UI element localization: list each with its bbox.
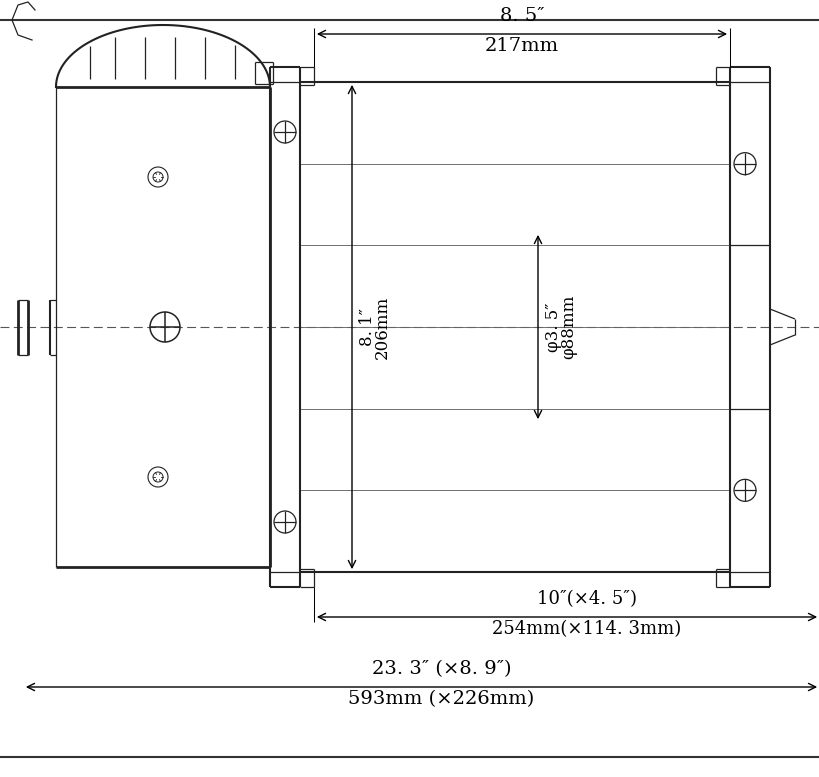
Text: φ88mm: φ88mm	[559, 294, 577, 359]
Text: 8. 5″: 8. 5″	[499, 7, 544, 25]
Text: 593mm (×226mm): 593mm (×226mm)	[348, 690, 534, 708]
Text: φ3. 5″: φ3. 5″	[545, 302, 561, 352]
Text: 217mm: 217mm	[484, 37, 559, 55]
Text: 254mm(×114. 3mm): 254mm(×114. 3mm)	[491, 620, 681, 638]
Text: 206mm: 206mm	[373, 295, 391, 359]
Text: 23. 3″ (×8. 9″): 23. 3″ (×8. 9″)	[371, 660, 510, 678]
Text: 10″(×4. 5″): 10″(×4. 5″)	[536, 590, 636, 608]
Text: 8. 1″: 8. 1″	[359, 308, 376, 346]
